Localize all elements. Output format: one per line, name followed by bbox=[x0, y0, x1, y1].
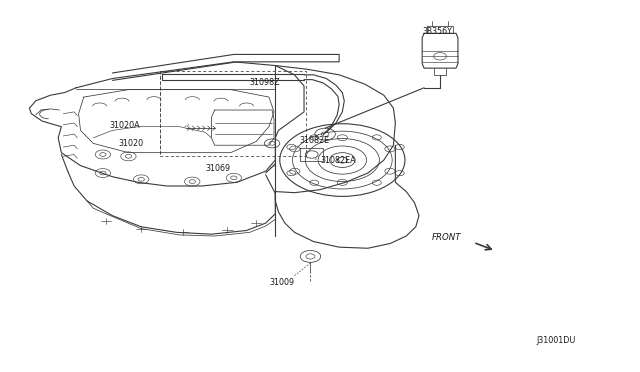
Text: J31001DU: J31001DU bbox=[536, 336, 576, 346]
Text: 31082EA: 31082EA bbox=[320, 156, 356, 165]
Text: 31069: 31069 bbox=[205, 164, 230, 173]
Text: FRONT: FRONT bbox=[432, 232, 461, 242]
Text: 31098Z: 31098Z bbox=[250, 78, 280, 87]
Text: 31020A: 31020A bbox=[109, 122, 140, 131]
Text: 31082E: 31082E bbox=[300, 136, 330, 145]
Text: 38356Y: 38356Y bbox=[422, 26, 452, 36]
Text: 31009: 31009 bbox=[269, 278, 294, 287]
Text: 31020: 31020 bbox=[119, 139, 144, 148]
